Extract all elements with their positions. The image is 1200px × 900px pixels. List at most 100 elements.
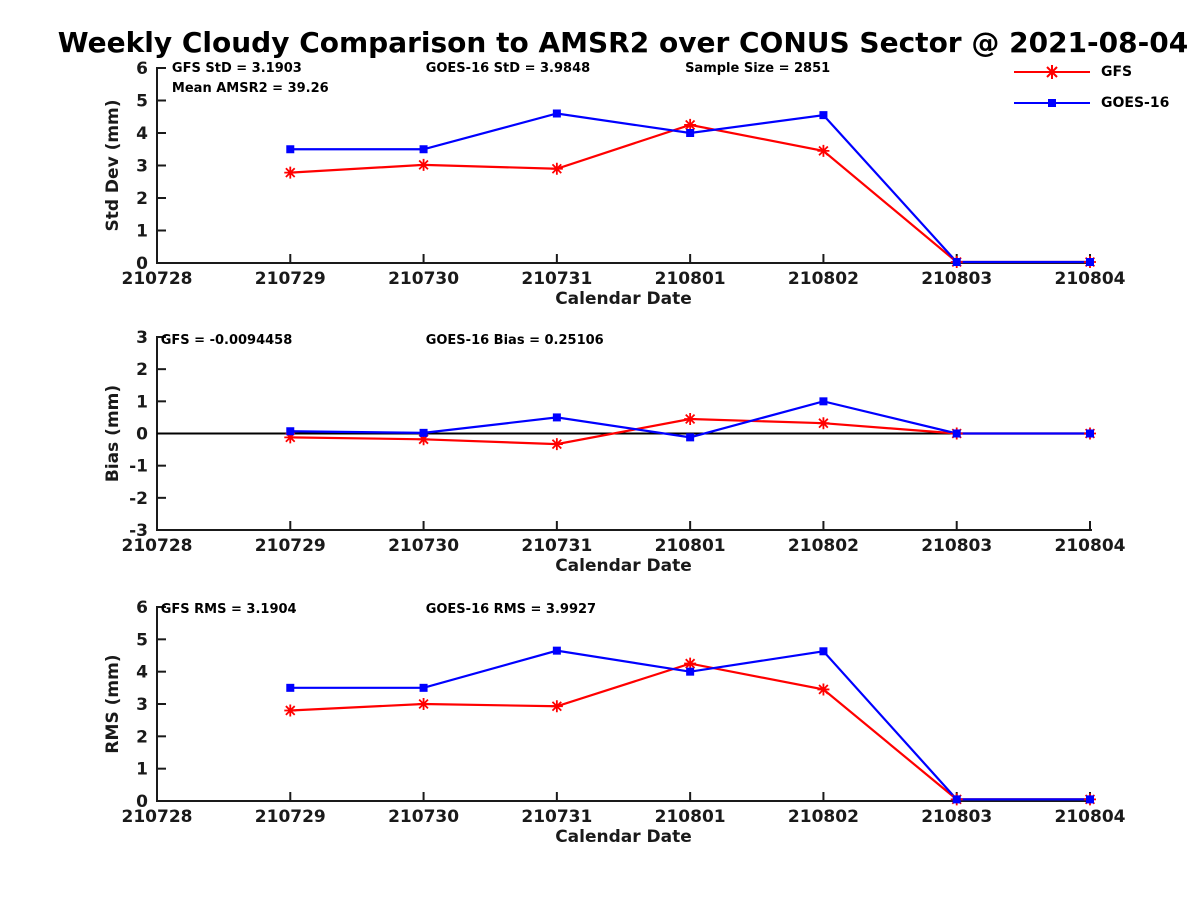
- y-tick-label: 0: [136, 254, 148, 274]
- chart-rms: 0 1 2 3 4 5 6 210728 210729 210730 210731 210801 210…: [103, 598, 1126, 847]
- figure-title: Weekly Cloudy Comparison to AMSR2 over C…: [57, 26, 1189, 59]
- x-tick-label: 210728: [122, 807, 193, 827]
- square-marker: [819, 647, 828, 656]
- y-tick-label: 5: [136, 92, 148, 112]
- gfs-line: [290, 123, 1090, 264]
- square-marker: [819, 111, 828, 120]
- annotation: GOES-16 Bias = 0.25106: [426, 333, 604, 348]
- square-marker: [686, 667, 695, 676]
- y-tick-label: 1: [136, 222, 148, 242]
- annotation: GOES-16 StD = 3.9848: [426, 61, 590, 76]
- axes: [156, 606, 1092, 802]
- annotation: GOES-16 RMS = 3.9927: [426, 602, 596, 617]
- x-tick-label: 210730: [388, 807, 459, 827]
- y-tick-label: 2: [136, 189, 148, 209]
- x-tick-label: 210803: [921, 536, 992, 556]
- asterisk-marker: [817, 417, 830, 430]
- square-marker: [1086, 795, 1094, 804]
- square-marker: [286, 427, 295, 436]
- square-marker: [419, 683, 428, 692]
- x-axis-label: Calendar Date: [555, 556, 692, 576]
- y-axis-label: Bias (mm): [103, 385, 123, 482]
- x-axis-label: Calendar Date: [555, 289, 692, 309]
- square-marker: [686, 129, 695, 137]
- x-tick-label: 210802: [788, 807, 859, 827]
- x-tick-label: 210729: [255, 269, 326, 289]
- asterisk-marker: [684, 657, 697, 670]
- y-tick-label: 6: [136, 598, 148, 618]
- x-tick-label: 210801: [655, 536, 726, 556]
- asterisk-marker: [284, 704, 297, 717]
- x-tick-label: 210803: [921, 807, 992, 827]
- goes-16-markers: [286, 397, 1094, 442]
- legend-entry-gfs[interactable]: GFS: [1012, 63, 1197, 81]
- x-tick-label: 210730: [388, 269, 459, 289]
- asterisk-marker: [684, 118, 697, 131]
- y-tick-label: -3: [129, 521, 148, 541]
- square-marker: [552, 109, 561, 118]
- y-tick-label: -2: [129, 489, 148, 509]
- annotation: Mean AMSR2 = 39.26: [172, 81, 329, 96]
- x-tick-label: 210729: [255, 807, 326, 827]
- legend-label-gfs: GFS: [1101, 64, 1133, 80]
- goes-16-markers: [286, 109, 1094, 267]
- square-marker: [1086, 429, 1094, 438]
- gfs-line: [290, 662, 1090, 801]
- square-marker: [286, 145, 295, 154]
- y-tick-label: 3: [136, 328, 148, 348]
- y-axis-label: RMS (mm): [103, 654, 123, 753]
- asterisk-marker: [284, 431, 297, 444]
- chart-bias: -3 -2 -1 0 1 2 3 210728 210729 210730 210731 210801…: [103, 328, 1126, 576]
- annotation: Sample Size = 2851: [685, 61, 830, 76]
- asterisk-marker: [817, 683, 830, 696]
- x-tick-label: 210730: [388, 536, 459, 556]
- square-marker: [952, 258, 961, 267]
- chart-std-dev: 0 1 2 3 4 5 6 210728 210729 210730 210731 210801 210…: [103, 59, 1126, 309]
- legend-label-goes16: GOES-16: [1101, 95, 1170, 111]
- square-marker: [819, 397, 828, 406]
- axes: [156, 67, 1092, 264]
- y-tick-label: 6: [136, 59, 148, 79]
- goes16-line-square-icon: [1014, 99, 1090, 107]
- gfs-markers: [284, 118, 1096, 269]
- square-marker: [419, 145, 428, 154]
- square-marker: [952, 795, 961, 804]
- y-tick-label: 0: [136, 425, 148, 445]
- y-tick-label: 1: [136, 760, 148, 780]
- x-tick-label: 210731: [521, 269, 592, 289]
- square-marker: [419, 428, 428, 437]
- axes: [156, 336, 1092, 531]
- asterisk-marker: [417, 433, 430, 446]
- x-tick-label: 210803: [921, 269, 992, 289]
- annotation: GFS StD = 3.1903: [172, 61, 302, 76]
- x-tick-label: 210802: [788, 536, 859, 556]
- y-tick-label: -1: [129, 457, 148, 477]
- asterisk-marker: [417, 158, 430, 171]
- y-tick-label: 3: [136, 695, 148, 715]
- y-tick-label: 5: [136, 630, 148, 650]
- square-marker: [552, 413, 561, 422]
- x-tick-label: 210728: [122, 536, 193, 556]
- square-marker: [1086, 258, 1094, 267]
- y-tick-label: 2: [136, 360, 148, 380]
- y-tick-label: 3: [136, 157, 148, 177]
- asterisk-marker: [550, 162, 563, 175]
- gfs-line-asterisk-icon: [1014, 65, 1090, 79]
- y-axis-label: Std Dev (mm): [103, 99, 123, 231]
- y-tick-label: 4: [136, 124, 148, 144]
- legend-entry-goes16[interactable]: GOES-16: [1012, 94, 1197, 112]
- y-tick-label: 2: [136, 727, 148, 747]
- x-tick-label: 210731: [521, 536, 592, 556]
- annotation: GFS = -0.0094458: [161, 333, 293, 348]
- goes-16-markers: [286, 646, 1094, 804]
- legend: GFS GOES-16: [1012, 63, 1197, 125]
- square-marker: [552, 646, 561, 655]
- x-tick-label: 210731: [521, 807, 592, 827]
- square-marker: [286, 683, 295, 692]
- x-tick-label: 210729: [255, 536, 326, 556]
- asterisk-marker: [550, 438, 563, 451]
- asterisk-marker: [417, 698, 430, 710]
- x-tick-label: 210801: [655, 807, 726, 827]
